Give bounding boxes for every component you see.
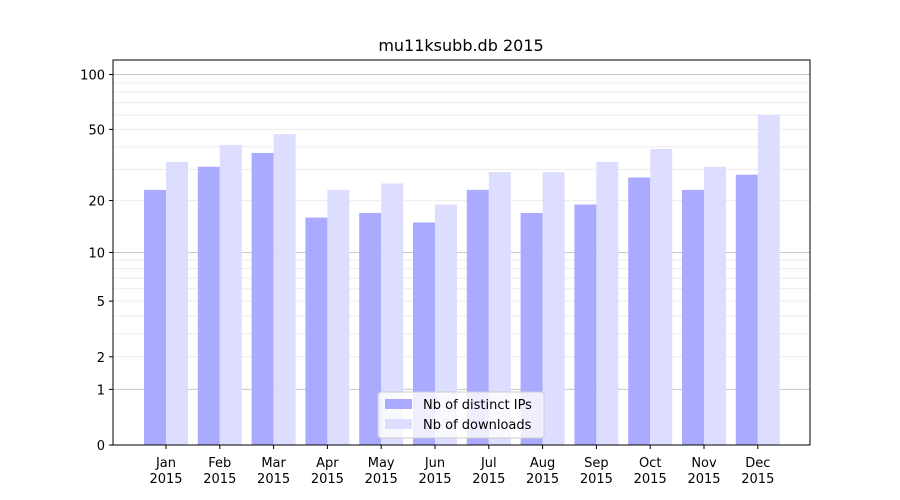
bar-distinct-ips: [574, 204, 597, 445]
legend-swatch: [385, 399, 412, 409]
y-tick-label: 2: [97, 351, 105, 366]
x-tick-label-month: Sep: [584, 456, 609, 471]
bar-downloads: [650, 148, 673, 445]
legend: Nb of distinct IPs Nb of downloads: [377, 391, 545, 439]
x-tick-label-year: 2015: [687, 472, 720, 487]
x-tick-label-month: Aug: [530, 456, 555, 471]
y-tick-label: 20: [88, 195, 105, 210]
x-axis: Jan2015Feb2015Mar2015Apr2015May2015Jun20…: [149, 445, 774, 487]
legend-box: [377, 391, 545, 439]
bar-distinct-ips: [628, 177, 651, 445]
x-tick-label-month: Nov: [691, 456, 717, 471]
bar-downloads: [488, 171, 511, 445]
x-tick-label-month: May: [368, 456, 395, 471]
x-tick-label-month: Jan: [155, 456, 176, 471]
bar-distinct-ips: [682, 189, 704, 445]
bar-downloads: [273, 134, 296, 445]
y-tick-label: 1: [97, 383, 105, 398]
bar-distinct-ips: [197, 166, 220, 446]
x-tick-label-year: 2015: [634, 472, 667, 487]
x-tick-label-month: Mar: [261, 456, 286, 471]
bar-distinct-ips: [413, 222, 435, 445]
bar-downloads: [327, 189, 350, 445]
bar-distinct-ips: [735, 174, 758, 446]
y-tick-label: 50: [88, 123, 105, 138]
x-tick-label-year: 2015: [311, 472, 344, 487]
bar-distinct-ips: [305, 217, 328, 445]
bars: [144, 114, 780, 446]
x-tick-label-month: Feb: [208, 456, 231, 471]
bar-downloads: [381, 183, 404, 445]
x-tick-label-year: 2015: [741, 472, 774, 487]
x-tick-label-month: Oct: [639, 456, 661, 471]
x-tick-label-year: 2015: [257, 472, 290, 487]
x-tick-label-month: Jul: [480, 456, 497, 471]
x-tick-label-year: 2015: [580, 472, 613, 487]
x-tick-label-year: 2015: [418, 472, 451, 487]
bar-downloads: [704, 166, 726, 446]
bar-distinct-ips: [359, 212, 382, 445]
y-tick-label: 5: [97, 295, 105, 310]
chart-title: mu11ksubb.db 2015: [378, 36, 543, 55]
y-axis: 0 1 2 5 10 20 50 100: [80, 69, 113, 454]
y-tick-label: 10: [88, 247, 105, 262]
x-tick-label-year: 2015: [472, 472, 505, 487]
legend-label: Nb of distinct IPs: [423, 398, 532, 413]
legend-label: Nb of downloads: [423, 418, 532, 433]
bar-distinct-ips: [251, 152, 274, 445]
x-tick-label-year: 2015: [149, 472, 182, 487]
bar-downloads: [219, 144, 242, 445]
bar-distinct-ips: [144, 189, 166, 445]
x-tick-label-month: Dec: [745, 456, 770, 471]
bar-distinct-ips: [466, 189, 489, 445]
bar-downloads: [757, 114, 780, 445]
bar-downloads: [542, 171, 565, 445]
legend-swatch: [385, 419, 412, 429]
bar-distinct-ips: [520, 212, 543, 445]
x-tick-label-month: Jun: [424, 456, 445, 471]
x-tick-label-year: 2015: [526, 472, 559, 487]
bar-downloads: [435, 204, 457, 445]
y-tick-label: 0: [97, 439, 105, 454]
y-tick-label: 100: [80, 69, 105, 84]
x-tick-label-year: 2015: [365, 472, 398, 487]
x-tick-label-year: 2015: [203, 472, 236, 487]
x-tick-label-month: Apr: [316, 456, 339, 471]
bar-downloads: [596, 161, 619, 445]
bar-downloads: [166, 161, 188, 445]
